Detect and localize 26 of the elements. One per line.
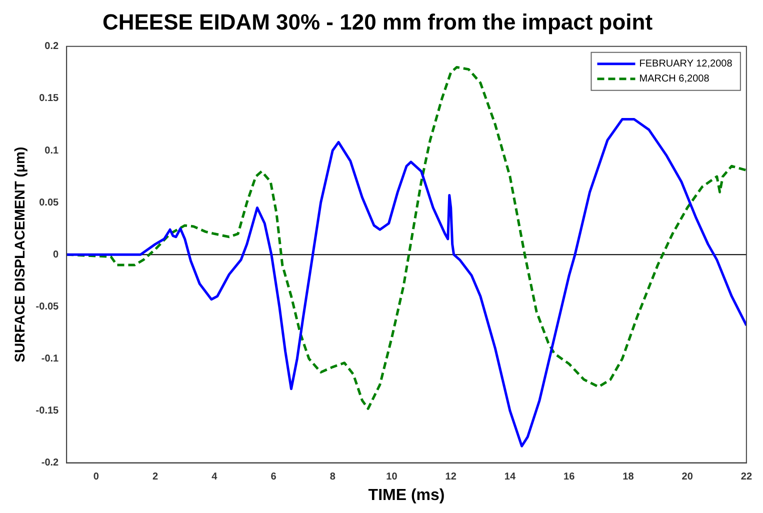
y-tick-label: 0.2 (44, 41, 60, 52)
legend-label: FEBRUARY 12,2008 (639, 58, 733, 70)
y-tick-label: -0.05 (36, 301, 60, 312)
y-tick-label: -0.15 (36, 406, 60, 416)
y-axis-title: SURFACE DISPLACEMENT (μm) (11, 146, 28, 362)
x-tick-label: 14 (504, 472, 516, 483)
y-tick-label: 0.05 (39, 197, 60, 208)
y-tick-label: 0.1 (44, 145, 60, 156)
chart-title: CHEESE EIDAM 30% - 120 mm from the impact point (102, 9, 654, 34)
x-tick-label: 4 (212, 472, 218, 483)
x-tick-label: 6 (270, 472, 277, 483)
x-tick-label: 20 (682, 472, 694, 483)
y-tick-label: -0.2 (41, 458, 60, 469)
x-tick-label: 8 (330, 472, 336, 483)
legend-label: MARCH 6,2008 (639, 74, 710, 85)
x-tick-label: 0 (93, 472, 100, 483)
y-tick-label: -0.1 (41, 353, 60, 364)
x-axis-title: TIME (ms) (368, 486, 445, 504)
y-tick-label: 0.15 (39, 93, 60, 104)
x-tick-label: 16 (564, 472, 576, 483)
x-tick-label: 2 (152, 472, 158, 483)
x-tick-label: 22 (740, 472, 752, 483)
y-tick-label: 0 (53, 249, 60, 260)
x-tick-label: 12 (445, 472, 457, 483)
x-tick-label: 10 (386, 472, 398, 483)
x-tick-label: 18 (622, 472, 634, 483)
